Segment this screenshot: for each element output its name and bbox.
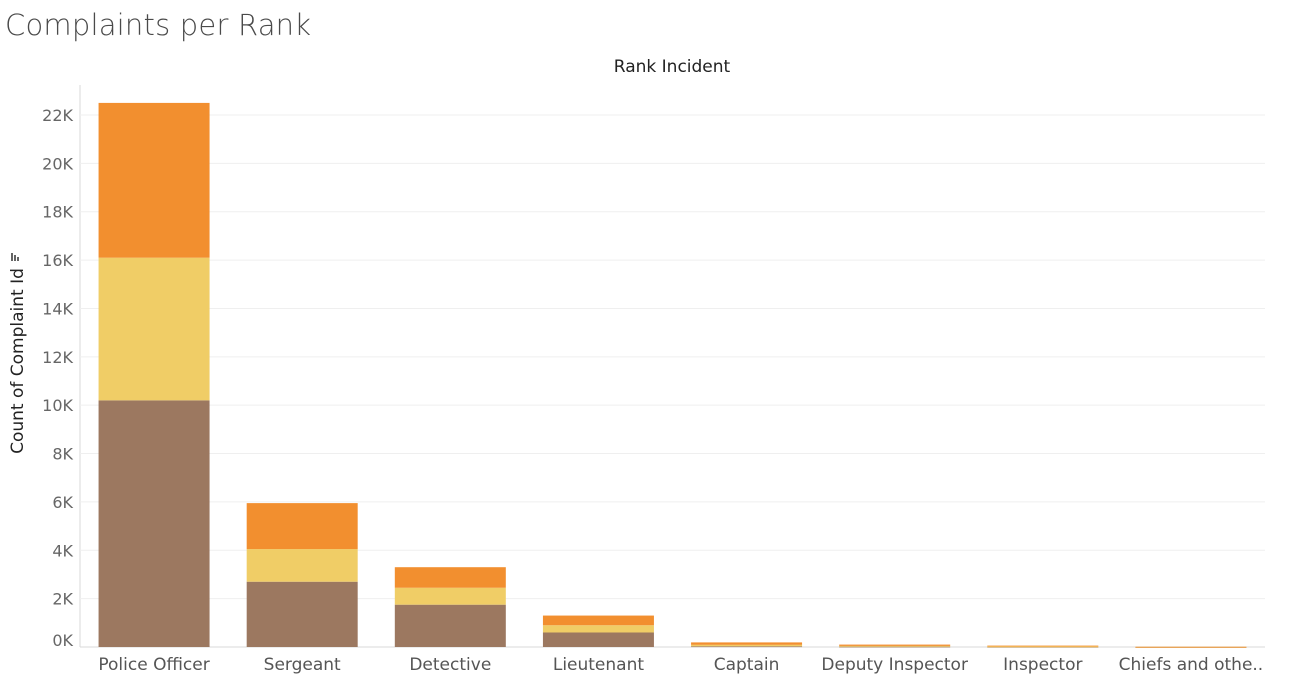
y-tick-label: 12K	[42, 348, 73, 367]
bar-segment[interactable]	[987, 645, 1099, 647]
bar-segment[interactable]	[542, 632, 654, 647]
bar-segment[interactable]	[98, 102, 210, 258]
bar-segment[interactable]	[1135, 646, 1247, 648]
y-tick-label: 10K	[42, 396, 73, 415]
y-tick-label: 20K	[42, 154, 73, 173]
bar-segment[interactable]	[542, 625, 654, 633]
x-category-label: Sergeant	[264, 655, 341, 675]
bar-segment[interactable]	[839, 646, 951, 648]
bar-segment[interactable]	[542, 615, 654, 626]
y-tick-label: 14K	[42, 299, 73, 318]
x-category-label: Deputy Inspector	[821, 655, 968, 675]
bar-segment[interactable]	[987, 646, 1099, 648]
bar-segment[interactable]	[691, 646, 803, 648]
x-category-label: Lieutenant	[553, 655, 645, 675]
x-category-label: Captain	[714, 655, 780, 675]
y-tick-label: 18K	[42, 203, 73, 222]
bar-segment[interactable]	[98, 400, 210, 647]
chart-header: Rank Incident	[614, 57, 731, 77]
y-tick-label: 22K	[42, 106, 73, 125]
bar-segment[interactable]	[691, 644, 803, 647]
y-tick-label: 2K	[52, 590, 73, 609]
bar-segment[interactable]	[98, 257, 210, 401]
bar-segment[interactable]	[839, 645, 951, 647]
y-tick-label: 8K	[52, 445, 73, 464]
x-category-label: Chiefs and othe..	[1119, 655, 1264, 675]
page-title: Complaints per Rank	[5, 8, 312, 42]
bar-segment[interactable]	[394, 587, 506, 605]
y-axis-title: Count of Complaint Id	[8, 268, 28, 454]
bar-segment[interactable]	[691, 642, 803, 645]
x-category-label: Detective	[409, 655, 491, 675]
sort-descending-icon[interactable]	[11, 253, 19, 261]
bar-segment[interactable]	[394, 604, 506, 647]
y-tick-label: 6K	[52, 493, 73, 512]
bar-segment[interactable]	[394, 567, 506, 588]
x-category-label: Inspector	[1003, 655, 1082, 675]
bar-segment[interactable]	[246, 549, 358, 582]
y-tick-label: 16K	[42, 251, 73, 270]
y-tick-label: 4K	[52, 541, 73, 560]
bar-segment[interactable]	[246, 503, 358, 550]
y-tick-label: 0K	[52, 631, 73, 650]
bar-segment[interactable]	[246, 581, 358, 647]
bar-segment[interactable]	[839, 644, 951, 646]
x-category-label: Police Officer	[98, 655, 209, 675]
